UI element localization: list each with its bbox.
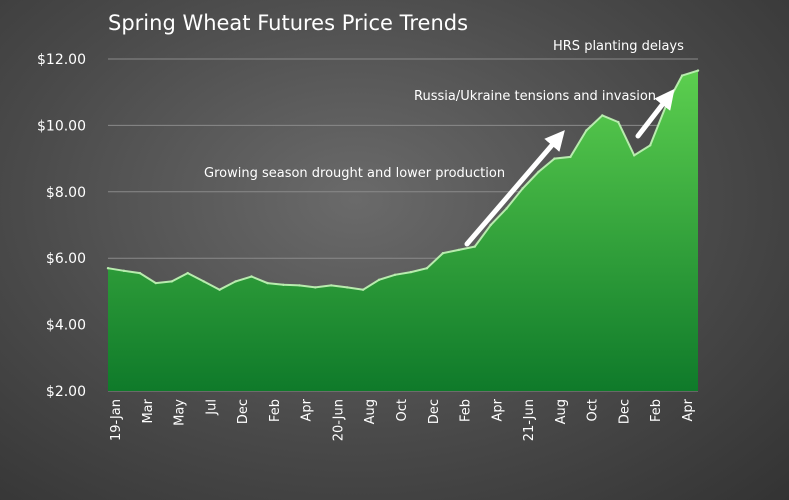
data-point — [569, 155, 572, 159]
data-point — [441, 252, 445, 255]
price-line — [107, 69, 699, 291]
x-tick-label: Feb — [459, 399, 474, 422]
data-point — [633, 154, 636, 157]
x-tick-label: Dec — [617, 399, 632, 424]
data-point — [537, 170, 540, 174]
x-tick-label: Feb — [649, 399, 664, 422]
chart-title: Spring Wheat Futures Price Trends — [108, 11, 468, 35]
data-point — [425, 267, 429, 270]
y-tick-label: $12.00 — [37, 52, 86, 68]
annotation-hrs-delays: HRS planting delays — [553, 39, 684, 54]
x-tick-label: Oct — [586, 399, 601, 421]
data-point — [314, 286, 317, 289]
y-tick-label: $4.00 — [46, 318, 86, 334]
data-point — [553, 157, 556, 160]
data-point — [473, 245, 476, 248]
x-tick-label: Jul — [204, 399, 219, 416]
data-point — [266, 281, 269, 285]
data-point — [234, 280, 237, 283]
data-point — [298, 284, 301, 287]
data-point — [330, 284, 333, 287]
y-tick-label: $6.00 — [46, 251, 86, 267]
data-point — [617, 120, 620, 124]
data-point — [282, 283, 285, 286]
x-tick-label: 19-Jan — [109, 399, 124, 441]
data-point — [346, 286, 349, 289]
x-axis-ticks: 19-Jan Mar May Jul Dec Feb Apr 20-Jun Aug Oct Dec F… — [109, 398, 696, 441]
annotations: Growing season drought and lower product… — [204, 39, 684, 247]
plot-area — [106, 69, 700, 391]
x-tick-label: Apr — [681, 398, 696, 421]
y-tick-label: $8.00 — [46, 185, 86, 201]
annotation-russia-ukraine: Russia/Ukraine tensions and invasion — [414, 89, 656, 104]
x-tick-label: 21-Jun — [522, 399, 537, 441]
data-point — [457, 248, 460, 252]
data-point — [170, 280, 173, 283]
data-point — [250, 275, 253, 278]
arrow-drought — [464, 130, 565, 247]
data-point — [122, 269, 126, 272]
data-point — [489, 223, 492, 227]
data-point — [393, 273, 397, 276]
data-point — [218, 288, 221, 291]
data-point — [154, 281, 157, 285]
x-tick-label: Aug — [554, 399, 569, 424]
data-point — [138, 271, 142, 275]
data-point — [505, 207, 508, 210]
x-tick-label: Aug — [363, 399, 378, 424]
data-point — [106, 267, 110, 270]
data-point — [377, 278, 381, 281]
y-axis-ticks: $2.00 $4.00 $6.00 $8.00 $10.00 $12.00 — [37, 52, 86, 400]
data-point — [186, 271, 189, 275]
x-tick-label: 20-Jun — [331, 399, 346, 441]
data-point — [409, 270, 413, 274]
arrow-invasion — [635, 88, 675, 139]
data-point — [585, 129, 588, 132]
x-tick-label: Apr — [490, 398, 505, 421]
x-tick-label: Oct — [395, 399, 410, 421]
x-tick-label: Dec — [236, 399, 251, 424]
data-point — [202, 280, 205, 283]
annotation-drought: Growing season drought and lower product… — [204, 166, 505, 181]
y-tick-label: $2.00 — [46, 384, 86, 400]
y-tick-label: $10.00 — [37, 118, 86, 134]
x-tick-label: Mar — [141, 398, 156, 423]
data-point — [601, 114, 604, 117]
x-tick-label: May — [173, 399, 188, 426]
x-tick-label: Apr — [300, 398, 315, 421]
data-point — [649, 144, 652, 147]
price-area — [108, 70, 698, 391]
data-point — [696, 69, 700, 72]
x-tick-label: Feb — [268, 399, 283, 422]
x-tick-label: Dec — [427, 399, 442, 424]
data-point — [361, 288, 365, 291]
data-point — [680, 74, 684, 77]
data-point — [521, 187, 524, 190]
